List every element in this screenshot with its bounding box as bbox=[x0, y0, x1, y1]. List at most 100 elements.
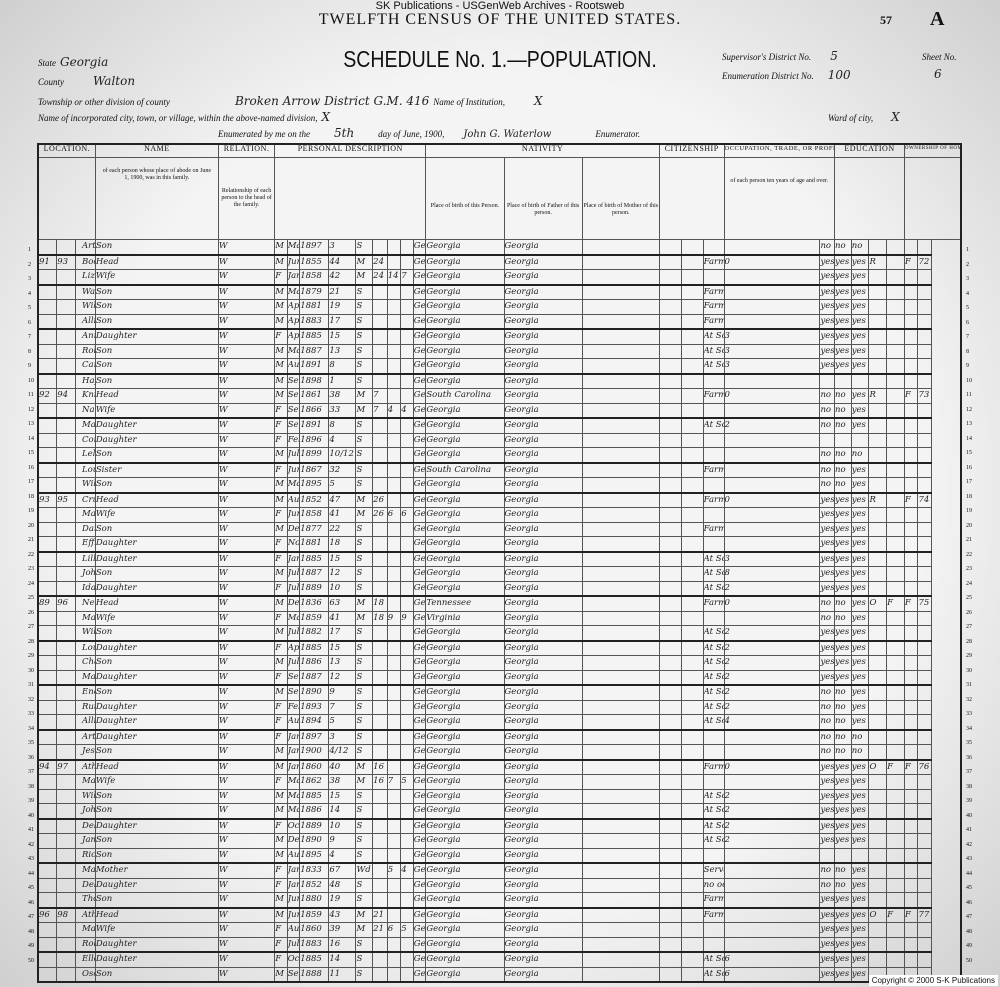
birthplace-cell: Georgia bbox=[412, 283, 427, 300]
birth-month-cell: Sept bbox=[286, 372, 301, 389]
years-married-cell bbox=[372, 803, 388, 819]
farm-schedule-cell bbox=[917, 669, 932, 686]
birth-month-cell: Aug bbox=[286, 491, 301, 508]
birthplace-cell: Georgia bbox=[412, 610, 427, 626]
dwelling-cell bbox=[37, 477, 58, 493]
citizenship-cell bbox=[658, 699, 682, 715]
name-cell: Walter H bbox=[75, 283, 96, 300]
owned-rented-cell bbox=[868, 507, 888, 523]
dwelling-cell bbox=[37, 447, 58, 463]
can-write-cell: yes bbox=[834, 966, 852, 983]
free-mortgaged-cell: F bbox=[886, 906, 905, 923]
marital-cell: S bbox=[355, 744, 374, 760]
line-number: 47 bbox=[966, 914, 972, 920]
birth-year-cell: 1885 bbox=[299, 328, 330, 345]
months-unemployed-cell bbox=[723, 610, 821, 626]
citizenship-cell bbox=[581, 507, 660, 523]
years-married-cell bbox=[372, 744, 388, 760]
free-mortgaged-cell bbox=[886, 951, 905, 968]
owned-rented-cell: O bbox=[868, 758, 888, 775]
father-birthplace-cell: Georgia bbox=[425, 655, 505, 671]
free-mortgaged-cell bbox=[886, 417, 905, 434]
can-read-cell: yes bbox=[819, 788, 836, 804]
farm-schedule-cell: 74 bbox=[917, 491, 932, 508]
years-married-cell bbox=[372, 328, 388, 345]
dwelling-cell bbox=[37, 343, 58, 359]
can-read-cell: yes bbox=[819, 655, 836, 671]
farm-house-cell bbox=[903, 655, 919, 671]
can-write-cell: yes bbox=[834, 521, 852, 537]
name-cell: Chares S bbox=[75, 655, 96, 671]
line-number: 21 bbox=[966, 537, 972, 543]
farm-house-cell bbox=[903, 892, 919, 908]
birthplace-cell: Georgia bbox=[412, 699, 427, 715]
father-birthplace-cell: Georgia bbox=[425, 744, 505, 760]
father-birthplace-cell: Georgia bbox=[425, 758, 505, 775]
name-cell: Ellen M bbox=[75, 951, 96, 968]
citizenship-cell bbox=[581, 714, 660, 730]
occupation-cell bbox=[702, 447, 725, 463]
can-read-cell: no bbox=[819, 610, 836, 626]
color-cell: W bbox=[217, 758, 276, 775]
birth-month-cell: Apr bbox=[286, 639, 301, 656]
name-cell: Mary F bbox=[75, 610, 96, 626]
birth-month-cell: May bbox=[286, 803, 301, 819]
can-read-cell: yes bbox=[819, 580, 836, 597]
months-unemployed-cell bbox=[723, 283, 821, 300]
children-living-cell bbox=[400, 491, 414, 508]
citizenship-cell bbox=[581, 595, 660, 612]
occupation-cell: Farm Labor bbox=[702, 299, 725, 315]
mother-birthplace-cell: Georgia bbox=[503, 892, 583, 908]
color-cell: W bbox=[217, 343, 276, 359]
months-unemployed-cell bbox=[723, 744, 821, 760]
relation-cell: Wife bbox=[94, 402, 219, 419]
years-married-cell bbox=[372, 566, 388, 582]
occupation-cell: At School bbox=[702, 358, 725, 374]
citizenship-cell bbox=[680, 714, 704, 730]
family-cell bbox=[56, 610, 77, 626]
marital-cell: M bbox=[355, 758, 374, 775]
birth-month-cell: Oct bbox=[286, 817, 301, 834]
speaks-english-cell: yes bbox=[850, 788, 870, 804]
birthplace-cell: Georgia bbox=[412, 343, 427, 359]
citizenship-cell bbox=[658, 550, 682, 567]
farm-schedule-cell bbox=[917, 299, 932, 315]
months-unemployed-cell bbox=[723, 922, 821, 938]
can-read-cell bbox=[819, 432, 836, 448]
father-birthplace-cell: Georgia bbox=[425, 906, 505, 923]
age-cell: 10/12 bbox=[328, 447, 357, 463]
line-number: 26 bbox=[966, 609, 972, 616]
birth-month-cell: July bbox=[286, 566, 301, 582]
farm-house-cell bbox=[903, 566, 919, 582]
marital-cell: S bbox=[355, 847, 374, 864]
free-mortgaged-cell bbox=[886, 803, 905, 819]
sex-cell: F bbox=[274, 610, 288, 626]
line-number: 13 bbox=[28, 421, 34, 427]
age-cell: 16 bbox=[328, 936, 357, 953]
citizenship-cell bbox=[680, 580, 704, 597]
farm-schedule-cell bbox=[917, 936, 932, 953]
children-living-cell bbox=[400, 847, 414, 864]
mother-birthplace-cell: Georgia bbox=[503, 447, 583, 463]
speaks-english-cell: yes bbox=[850, 877, 870, 893]
relation-cell: Wife bbox=[94, 507, 219, 523]
line-number: 2 bbox=[966, 261, 969, 268]
years-married-cell bbox=[372, 417, 388, 434]
citizenship-cell bbox=[680, 402, 704, 419]
color-cell: W bbox=[217, 253, 276, 270]
family-cell: 96 bbox=[56, 595, 77, 612]
relation-cell: Daughter bbox=[94, 432, 219, 448]
name-cell: Thos P bbox=[75, 892, 96, 908]
father-birthplace-cell: Georgia bbox=[425, 774, 505, 790]
color-cell: W bbox=[217, 744, 276, 760]
city-label: Name of incorporated city, town, or vill… bbox=[38, 113, 318, 123]
children-living-cell: 7 bbox=[400, 269, 414, 285]
name-cell: Dell L bbox=[75, 877, 96, 893]
dwelling-cell bbox=[37, 862, 58, 879]
occupation-cell: no occupation bbox=[702, 877, 725, 893]
table-row: John JSonWMJuly188712SGeorgiaGeorgiaGeor… bbox=[37, 566, 961, 582]
free-mortgaged-cell bbox=[886, 269, 905, 285]
family-cell bbox=[56, 774, 77, 790]
father-birthplace-cell: Georgia bbox=[425, 639, 505, 656]
farm-house-cell bbox=[903, 417, 919, 434]
